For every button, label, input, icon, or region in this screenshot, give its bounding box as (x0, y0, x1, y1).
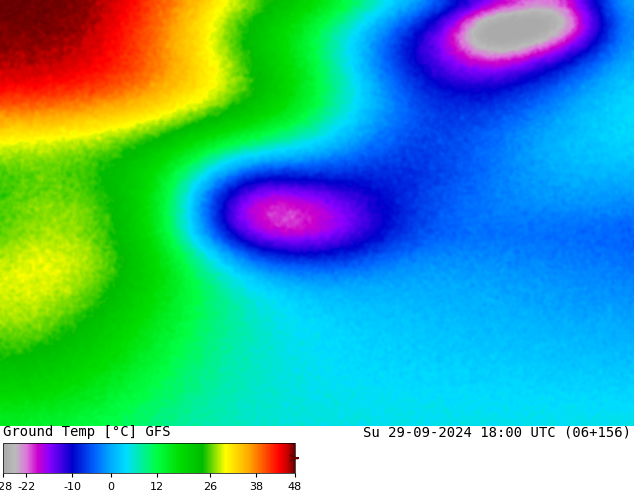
Text: Su 29-09-2024 18:00 UTC (06+156): Su 29-09-2024 18:00 UTC (06+156) (363, 425, 631, 439)
Text: Ground Temp [°C] GFS: Ground Temp [°C] GFS (3, 425, 171, 439)
